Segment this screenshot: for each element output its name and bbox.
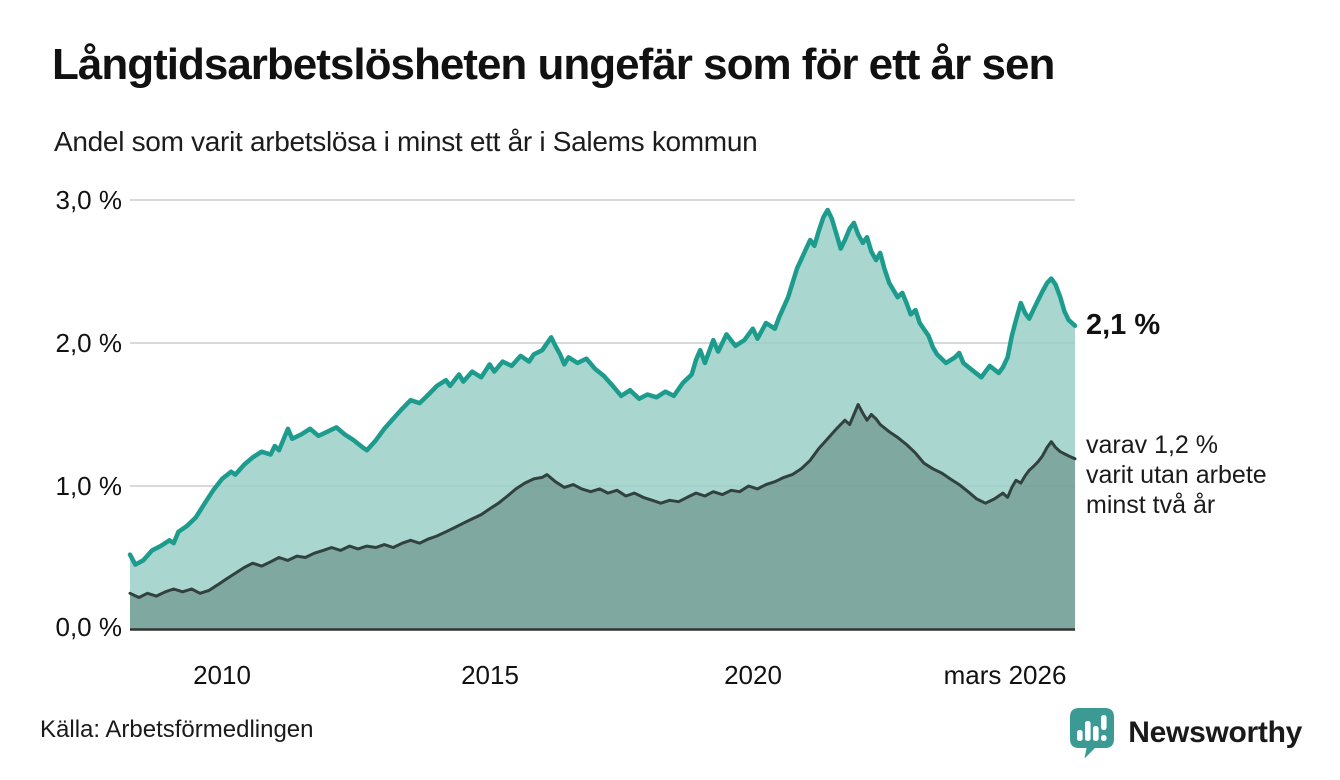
latest-value-label: 2,1 % <box>1086 309 1161 341</box>
secondary-value-line: varit utan arbete <box>1086 461 1267 489</box>
y-axis-label-2: 2,0 % <box>55 328 123 358</box>
unemployed-one-year-line <box>127 207 1078 567</box>
y-axis-label-3: 3,0 % <box>55 185 123 215</box>
secondary-value-line: minst två år <box>1086 491 1216 519</box>
x-axis-label-2020: 2020 <box>724 660 782 690</box>
unemployed-two-years-area <box>130 404 1075 629</box>
source-text: Källa: Arbetsförmedlingen <box>40 716 314 743</box>
page-title: Långtidsarbetslösheten ungefär som för e… <box>52 40 1055 89</box>
newsworthy-wordmark: Newsworthy <box>1128 716 1302 749</box>
y-axis-label-1: 1,0 % <box>55 471 123 501</box>
newsworthy-bubble-chart-icon <box>1070 708 1115 759</box>
x-axis-label-mars-2026: mars 2026 <box>943 660 1067 690</box>
x-axis-label-2015: 2015 <box>461 660 519 690</box>
secondary-value-label: varav 1,2 % varit utan arbete minst två … <box>1086 430 1267 520</box>
chart-subtitle: Andel som varit arbetslösa i minst ett å… <box>54 126 758 157</box>
y-axis-label-0: 0,0 % <box>55 612 123 642</box>
unemployed-two-years-line <box>128 403 1077 599</box>
newsworthy-logo: Newsworthy <box>1068 706 1302 760</box>
secondary-value-line: varav 1,2 % <box>1086 431 1219 459</box>
x-axis-label-2010: 2010 <box>193 660 251 690</box>
